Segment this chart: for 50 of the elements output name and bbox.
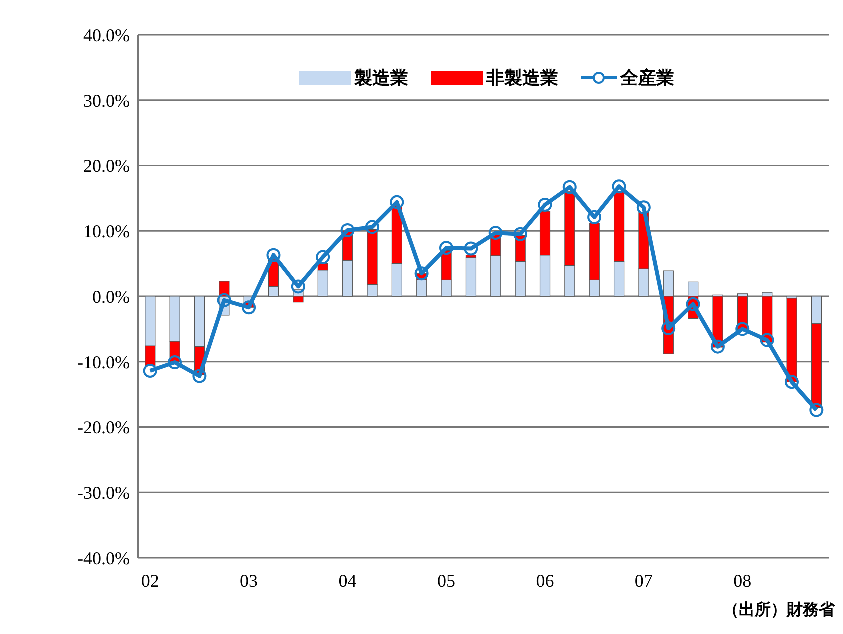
y-tick-label: 10.0% xyxy=(84,222,130,242)
text: （出所）財務省 xyxy=(723,600,835,621)
point xyxy=(662,322,676,336)
point xyxy=(810,403,824,418)
x-tick-label: 06 xyxy=(536,570,554,591)
x-tick-label: 08 xyxy=(734,570,752,591)
point xyxy=(636,200,651,215)
point xyxy=(192,369,207,384)
point xyxy=(488,226,503,240)
point xyxy=(736,322,750,336)
point xyxy=(217,293,232,308)
point xyxy=(686,297,700,312)
y-tick-label: 40.0% xyxy=(84,25,130,46)
point xyxy=(538,198,552,212)
x-tick-label: 04 xyxy=(338,570,357,591)
point xyxy=(242,300,256,315)
x-tick-label: 03 xyxy=(240,570,258,591)
legend-label: 非製造業 xyxy=(486,67,558,90)
point xyxy=(710,340,725,354)
point xyxy=(612,180,626,194)
bar xyxy=(786,298,798,382)
point xyxy=(464,242,478,256)
point xyxy=(390,195,404,210)
point xyxy=(316,250,330,264)
point xyxy=(168,356,182,370)
legend-label: 全産業 xyxy=(620,67,674,90)
y-tick-label: -20.0% xyxy=(78,418,130,438)
y-tick-label: 0.0% xyxy=(92,286,130,307)
legend-label: 製造業 xyxy=(354,67,408,90)
point xyxy=(266,248,281,262)
bar xyxy=(466,258,477,297)
point xyxy=(365,220,380,234)
y-tick-label: -10.0% xyxy=(78,352,130,372)
point xyxy=(340,223,355,238)
point xyxy=(514,227,528,242)
x-tick-label: 05 xyxy=(437,570,456,591)
point xyxy=(291,280,306,294)
y-tick-label: -40.0% xyxy=(78,548,130,568)
point xyxy=(760,333,774,348)
y-tick-label: -30.0% xyxy=(78,483,130,504)
point xyxy=(784,375,799,390)
y-tick-label: 20.0% xyxy=(84,156,130,176)
point xyxy=(588,210,602,224)
point xyxy=(562,180,577,194)
point xyxy=(439,241,454,256)
point xyxy=(414,266,429,281)
x-tick-label: 07 xyxy=(634,570,653,591)
x-tick-label: 02 xyxy=(141,570,160,591)
point xyxy=(143,364,158,378)
y-tick-label: 30.0% xyxy=(84,90,130,111)
